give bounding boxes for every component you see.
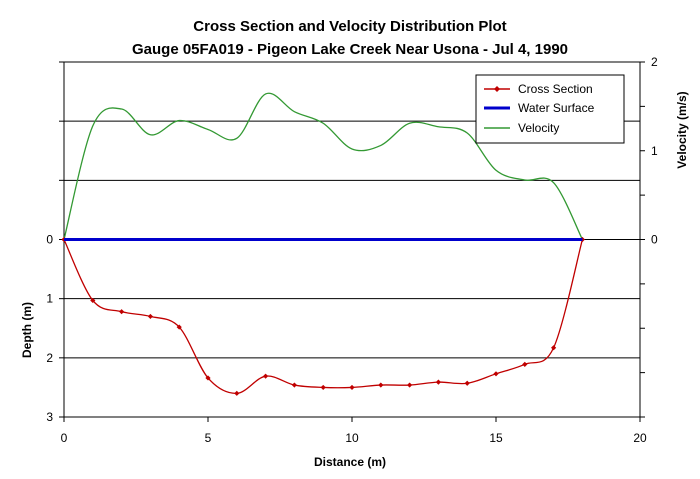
x-tick-label: 15 bbox=[489, 431, 503, 445]
cross-section-point bbox=[551, 345, 557, 351]
data-series bbox=[61, 92, 585, 396]
x-tick-label: 10 bbox=[345, 431, 359, 445]
y-right-tick-label: 2 bbox=[651, 55, 658, 69]
y-right-tick-label: 0 bbox=[651, 233, 658, 247]
cross-section-point bbox=[407, 382, 413, 388]
velocity-line bbox=[63, 92, 583, 240]
chart-subtitle: Gauge 05FA019 - Pigeon Lake Creek Near U… bbox=[132, 41, 568, 58]
cross-section-point bbox=[205, 375, 211, 381]
legend: Cross Section Water Surface Velocity bbox=[475, 74, 625, 144]
cross-section-point bbox=[378, 382, 384, 388]
x-tick-label: 20 bbox=[633, 431, 647, 445]
cross-section-point bbox=[90, 297, 96, 304]
y-axis-right-title: Velocity (m/s) bbox=[675, 91, 689, 168]
y-left-tick-label: 2 bbox=[46, 351, 53, 365]
y-axis-left-title: Depth (m) bbox=[20, 302, 34, 358]
legend-label-cross-section: Cross Section bbox=[518, 82, 593, 96]
cross-section-line bbox=[63, 239, 584, 394]
chart-title: Cross Section and Velocity Distribution … bbox=[193, 18, 506, 35]
cross-section-point bbox=[119, 309, 125, 315]
legend-label-velocity: Velocity bbox=[518, 121, 559, 135]
y-left-tick-label: 1 bbox=[46, 292, 53, 306]
cross-section-point bbox=[493, 371, 499, 377]
cross-section-point bbox=[234, 390, 240, 396]
cross-section-point bbox=[435, 379, 441, 385]
cross-section-point bbox=[464, 380, 470, 386]
x-axis-title: Distance (m) bbox=[314, 455, 386, 469]
cross-section-point bbox=[263, 373, 269, 379]
legend-label-water-surface: Water Surface bbox=[518, 101, 595, 115]
legend-marker-cross-section bbox=[494, 86, 500, 92]
x-tick-label: 0 bbox=[61, 431, 68, 445]
cross-section-point bbox=[349, 384, 355, 391]
y-right-tick-label: 1 bbox=[651, 144, 658, 158]
y-left-tick-label: 0 bbox=[46, 233, 53, 247]
cross-section-point bbox=[147, 313, 153, 320]
y-left-tick-label: 3 bbox=[46, 410, 53, 424]
cross-section-point bbox=[522, 361, 528, 367]
x-tick-label: 5 bbox=[205, 431, 212, 445]
cross-section-point bbox=[320, 384, 326, 391]
cross-section-point bbox=[176, 324, 182, 330]
cross-section-point bbox=[291, 382, 297, 388]
